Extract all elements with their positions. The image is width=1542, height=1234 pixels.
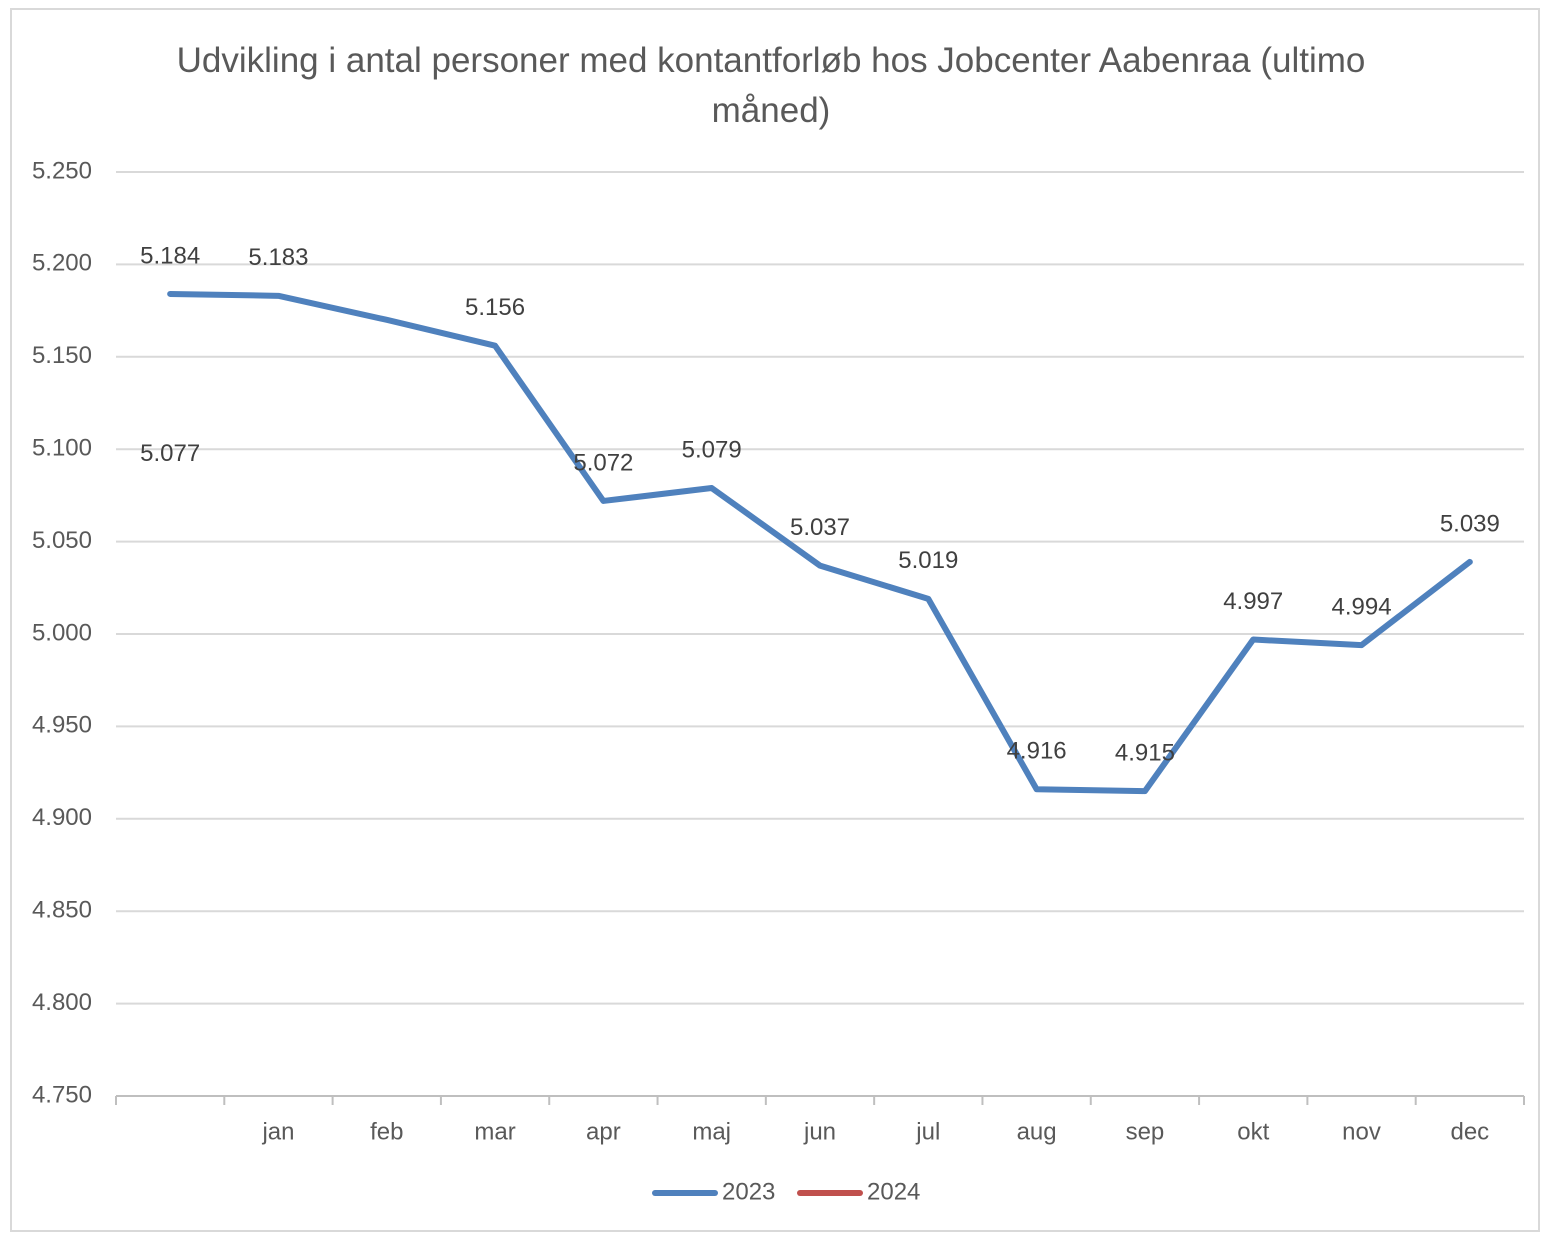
y-tick-label: 5.050 [32, 527, 92, 554]
x-tick-label: dec [1450, 1118, 1489, 1145]
data-label: 5.072 [573, 449, 633, 476]
y-tick-label: 5.000 [32, 619, 92, 646]
data-label: 5.039 [1440, 510, 1500, 537]
data-label: 5.019 [898, 547, 958, 574]
data-label: 5.156 [465, 294, 525, 321]
series-line [167, 290, 1473, 795]
x-tick-label: nov [1342, 1118, 1381, 1145]
data-label: 5.183 [248, 244, 308, 271]
y-tick-label: 4.750 [32, 1081, 92, 1108]
data-label: 4.915 [1115, 739, 1175, 766]
y-tick-label: 4.950 [32, 712, 92, 739]
x-tick-label: sep [1126, 1118, 1165, 1145]
legend-label: 2023 [722, 1178, 775, 1205]
legend-label: 2024 [867, 1178, 920, 1205]
chart-title: Udvikling i antal personer med kontantfo… [176, 41, 1366, 130]
y-tick-label: 5.250 [32, 157, 92, 184]
y-tick-label: 4.900 [32, 804, 92, 831]
data-label: 5.037 [790, 514, 850, 541]
y-tick-label: 4.850 [32, 897, 92, 924]
y-tick-label: 5.100 [32, 435, 92, 462]
x-tick-label: feb [370, 1118, 403, 1145]
chart-border [10, 8, 1540, 1232]
x-tick-label: mar [474, 1118, 515, 1145]
x-tick-label: jun [803, 1118, 836, 1145]
data-label: 5.184 [140, 242, 200, 269]
x-tick-label: maj [692, 1118, 731, 1145]
x-tick-label: aug [1017, 1118, 1057, 1145]
y-tick-label: 4.800 [32, 989, 92, 1016]
y-tick-label: 5.150 [32, 342, 92, 369]
data-label: 4.997 [1223, 588, 1283, 615]
x-tick-label: apr [586, 1118, 621, 1145]
data-label: 5.077 [140, 440, 200, 467]
x-tick-label: jan [261, 1118, 294, 1145]
data-label: 4.994 [1332, 593, 1392, 620]
x-tick-label: okt [1237, 1118, 1269, 1145]
y-tick-label: 5.200 [32, 250, 92, 277]
data-label: 4.916 [1007, 738, 1067, 765]
data-label: 5.079 [682, 436, 742, 463]
x-tick-label: jul [915, 1118, 940, 1145]
